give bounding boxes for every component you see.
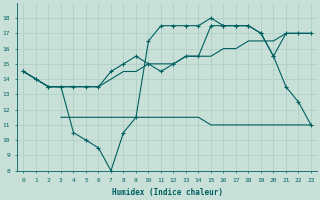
X-axis label: Humidex (Indice chaleur): Humidex (Indice chaleur) <box>112 188 223 197</box>
